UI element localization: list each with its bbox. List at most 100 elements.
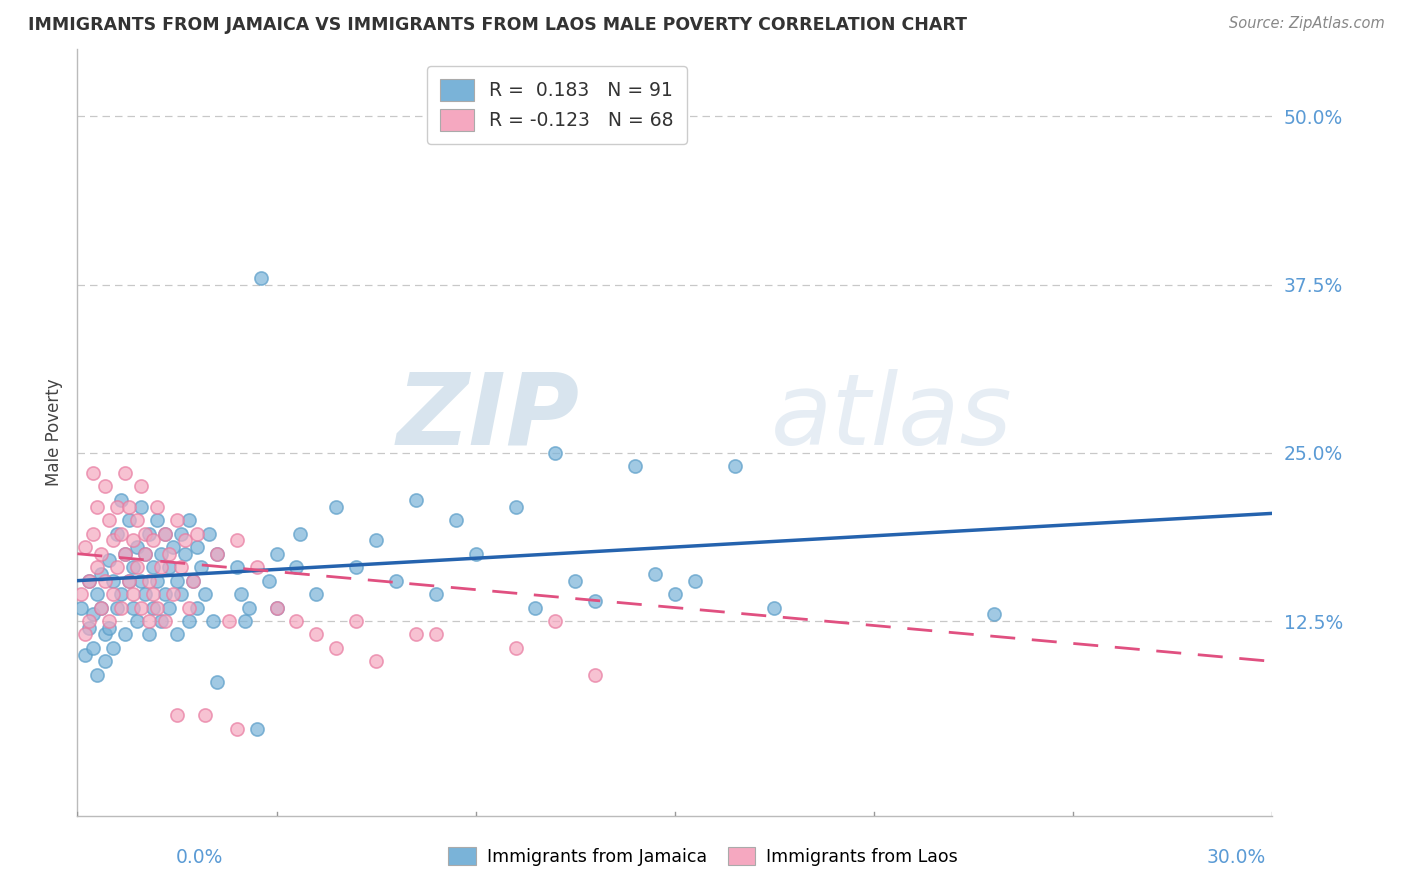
Text: IMMIGRANTS FROM JAMAICA VS IMMIGRANTS FROM LAOS MALE POVERTY CORRELATION CHART: IMMIGRANTS FROM JAMAICA VS IMMIGRANTS FR… <box>28 16 967 34</box>
Point <box>103 574 124 588</box>
Point <box>238 600 260 615</box>
Point <box>225 560 247 574</box>
Point <box>105 600 128 615</box>
Point <box>425 627 447 641</box>
Point <box>134 547 156 561</box>
Point <box>94 627 117 641</box>
Point <box>138 526 160 541</box>
Point <box>79 614 101 628</box>
Point <box>305 627 328 641</box>
Point <box>79 621 101 635</box>
Point <box>142 533 165 548</box>
Point <box>82 607 104 622</box>
Point <box>129 600 152 615</box>
Point <box>98 614 121 628</box>
Point <box>114 547 136 561</box>
Point <box>90 566 112 581</box>
Point <box>366 533 388 548</box>
Point <box>114 547 136 561</box>
Point <box>344 560 367 574</box>
Point <box>166 627 188 641</box>
Point <box>983 607 1005 622</box>
Point <box>146 574 169 588</box>
Point <box>170 526 193 541</box>
Point <box>70 587 93 601</box>
Point <box>105 526 128 541</box>
Point <box>150 560 173 574</box>
Point <box>110 587 132 601</box>
Point <box>181 574 204 588</box>
Point <box>138 614 160 628</box>
Point <box>266 600 288 615</box>
Point <box>194 708 217 723</box>
Point <box>129 500 152 514</box>
Point <box>150 614 173 628</box>
Point <box>134 526 156 541</box>
Point <box>90 600 112 615</box>
Point <box>118 574 141 588</box>
Point <box>98 621 121 635</box>
Point <box>70 600 93 615</box>
Point <box>146 500 169 514</box>
Point <box>142 600 165 615</box>
Point <box>544 446 567 460</box>
Legend: Immigrants from Jamaica, Immigrants from Laos: Immigrants from Jamaica, Immigrants from… <box>441 840 965 872</box>
Point <box>505 500 527 514</box>
Point <box>105 500 128 514</box>
Point <box>127 560 149 574</box>
Point <box>157 547 180 561</box>
Point <box>190 560 212 574</box>
Point <box>405 492 427 507</box>
Point <box>305 587 328 601</box>
Text: 30.0%: 30.0% <box>1206 848 1265 867</box>
Point <box>110 492 132 507</box>
Point <box>118 574 141 588</box>
Point <box>246 722 269 736</box>
Point <box>205 547 228 561</box>
Point <box>153 526 176 541</box>
Text: ZIP: ZIP <box>396 368 579 466</box>
Point <box>103 640 124 655</box>
Text: Source: ZipAtlas.com: Source: ZipAtlas.com <box>1229 16 1385 31</box>
Point <box>118 513 141 527</box>
Point <box>166 708 188 723</box>
Point <box>114 627 136 641</box>
Point <box>75 540 97 554</box>
Point <box>86 500 108 514</box>
Point <box>624 459 647 474</box>
Point <box>122 587 145 601</box>
Point <box>118 500 141 514</box>
Point <box>142 587 165 601</box>
Point <box>205 674 228 689</box>
Point <box>225 722 247 736</box>
Point <box>177 513 200 527</box>
Point <box>325 640 347 655</box>
Legend: R =  0.183   N = 91, R = -0.123   N = 68: R = 0.183 N = 91, R = -0.123 N = 68 <box>427 66 686 145</box>
Point <box>174 547 197 561</box>
Point <box>166 574 188 588</box>
Point <box>153 614 176 628</box>
Point <box>177 600 200 615</box>
Point <box>174 533 197 548</box>
Text: atlas: atlas <box>770 368 1012 466</box>
Point <box>114 466 136 480</box>
Point <box>181 574 204 588</box>
Point <box>564 574 586 588</box>
Point <box>122 560 145 574</box>
Point <box>218 614 240 628</box>
Point <box>79 574 101 588</box>
Text: 0.0%: 0.0% <box>176 848 224 867</box>
Point <box>170 587 193 601</box>
Point <box>205 547 228 561</box>
Point <box>583 668 606 682</box>
Point <box>505 640 527 655</box>
Point <box>683 574 706 588</box>
Point <box>127 513 149 527</box>
Point <box>186 526 208 541</box>
Point <box>98 513 121 527</box>
Point <box>110 600 132 615</box>
Point <box>82 466 104 480</box>
Point <box>198 526 221 541</box>
Point <box>103 587 124 601</box>
Point <box>290 526 312 541</box>
